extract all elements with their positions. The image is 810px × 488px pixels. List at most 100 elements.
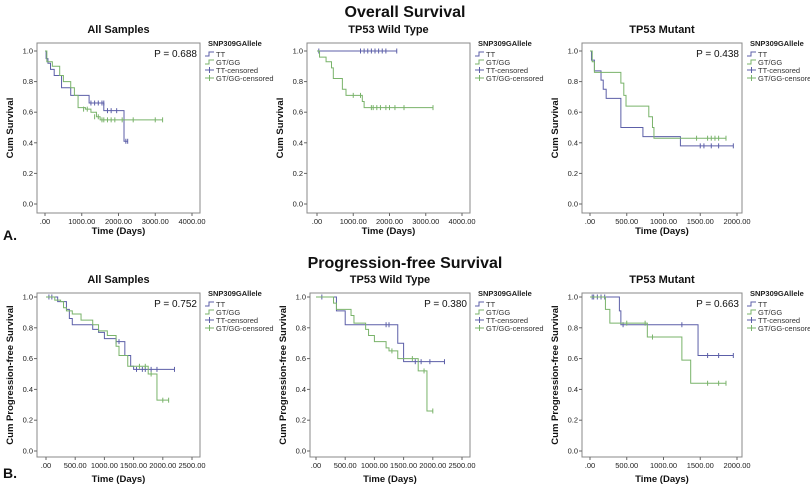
x-tick-label: 1500.00 xyxy=(687,217,714,226)
legend-item: GT/GG-censored xyxy=(758,324,810,333)
legend-item: TT-censored xyxy=(486,316,528,325)
survival-curve-gt-gg xyxy=(590,296,726,384)
plot-frame xyxy=(36,42,201,214)
legend-censor-icon xyxy=(205,325,214,331)
legend-item: TT-censored xyxy=(758,66,800,75)
y-tick-label: 1.0 xyxy=(568,47,578,56)
y-tick-label: 1.0 xyxy=(293,47,303,56)
y-tick-label: 0.6 xyxy=(568,108,578,117)
y-tick-label: 0.4 xyxy=(568,385,578,394)
x-tick-label: 2000.00 xyxy=(723,217,750,226)
section-title-pfs: Progression-free Survival xyxy=(308,255,503,272)
legend-title: SNP309GAllele xyxy=(750,289,804,298)
y-tick-label: 0.2 xyxy=(293,169,303,178)
panel-title: TP53 Wild Type xyxy=(350,274,430,286)
y-axis-label: Cum Survival xyxy=(275,98,286,159)
legend-item: GT/GG xyxy=(486,58,510,67)
y-tick-label: 0.0 xyxy=(23,200,33,209)
y-tick-label: 0.4 xyxy=(293,138,303,147)
y-tick-label: 1.0 xyxy=(23,293,33,302)
legend-line-icon xyxy=(205,51,214,57)
x-tick-label: 500.00 xyxy=(615,217,638,226)
panel-letter-b: B. xyxy=(3,465,17,481)
km-panel: TP53 Mutant 0.0 0.2 0.4 0.6 0.8 1.0 .00 500.00 10… xyxy=(550,24,810,237)
legend-line-icon xyxy=(205,309,214,315)
y-tick-label: 0.4 xyxy=(296,385,306,394)
y-tick-label: 0.4 xyxy=(23,385,33,394)
legend-item: GT/GG xyxy=(216,58,240,67)
km-panel: All Samples 0.0 0.2 0.4 0.6 0.8 1.0 .00 500.00 10… xyxy=(5,274,274,485)
plot-frame xyxy=(581,292,743,458)
survival-curve-gt-gg xyxy=(590,50,726,139)
x-tick-label: .00 xyxy=(41,461,51,470)
legend-item: TT-censored xyxy=(216,66,258,75)
survival-curve-tt xyxy=(590,50,734,147)
y-tick-label: 0.6 xyxy=(293,108,303,117)
plot-frame xyxy=(309,292,471,458)
legend-title: SNP309GAllele xyxy=(750,39,804,48)
legend-line-icon xyxy=(205,301,214,307)
legend-line-icon xyxy=(747,59,756,65)
y-tick-label: 0.4 xyxy=(568,138,578,147)
x-tick-label: 500.00 xyxy=(615,461,638,470)
legend-line-icon xyxy=(475,301,484,307)
x-axis-label: Time (Days) xyxy=(635,226,689,237)
x-tick-label: .00 xyxy=(585,461,595,470)
legend-line-icon xyxy=(205,59,214,65)
x-tick-label: 1000.00 xyxy=(650,461,677,470)
survival-curve-gt-gg xyxy=(46,296,169,401)
x-tick-label: 2500.00 xyxy=(178,461,205,470)
x-tick-label: 500.00 xyxy=(334,461,357,470)
legend-item: TT xyxy=(758,50,768,59)
y-axis-label: Cum Progression-free Survival xyxy=(278,305,289,444)
x-tick-label: 2000.00 xyxy=(105,217,132,226)
y-tick-label: 0.0 xyxy=(23,447,33,456)
legend-title: SNP309GAllele xyxy=(208,289,262,298)
plot-frame xyxy=(306,42,471,214)
survival-curve-tt xyxy=(45,50,128,142)
x-tick-label: 1000.00 xyxy=(361,461,388,470)
x-tick-label: .00 xyxy=(40,217,50,226)
x-tick-label: 1500.00 xyxy=(687,461,714,470)
legend-censor-icon xyxy=(475,317,484,323)
y-tick-label: 1.0 xyxy=(296,293,306,302)
p-value: P = 0.752 xyxy=(154,299,197,310)
legend-censor-icon xyxy=(205,75,214,81)
y-tick-label: 0.6 xyxy=(568,354,578,363)
legend-censor-icon xyxy=(747,317,756,323)
y-axis-label: Cum Progression-free Survival xyxy=(5,305,16,444)
y-axis-label: Cum Progression-free Survival xyxy=(550,305,561,444)
x-axis-label: Time (Days) xyxy=(362,226,416,237)
y-axis-label: Cum Survival xyxy=(550,98,561,159)
x-tick-label: 4000.00 xyxy=(448,217,475,226)
legend-line-icon xyxy=(475,309,484,315)
km-panel: TP53 Wild Type 0.0 0.2 0.4 0.6 0.8 1.0 .00 1000.… xyxy=(275,24,544,237)
y-tick-label: 0.2 xyxy=(23,169,33,178)
y-tick-label: 0.4 xyxy=(23,138,33,147)
x-tick-label: 1000.00 xyxy=(91,461,118,470)
panel-title: All Samples xyxy=(87,24,149,36)
y-tick-label: 0.2 xyxy=(296,416,306,425)
x-tick-label: 500.00 xyxy=(64,461,87,470)
panel-title: TP53 Mutant xyxy=(629,274,695,286)
x-axis-label: Time (Days) xyxy=(92,226,146,237)
legend-item: TT xyxy=(216,300,226,309)
y-tick-label: 0.2 xyxy=(568,416,578,425)
survival-curve-tt xyxy=(590,296,734,357)
y-tick-label: 0.8 xyxy=(293,77,303,86)
x-tick-label: 1000.00 xyxy=(650,217,677,226)
legend-item: GT/GG-censored xyxy=(486,74,544,83)
legend-line-icon xyxy=(747,51,756,57)
legend-item: TT-censored xyxy=(486,66,528,75)
y-tick-label: 0.8 xyxy=(296,323,306,332)
panel-title: TP53 Wild Type xyxy=(348,24,428,36)
legend-censor-icon xyxy=(475,67,484,73)
panel-title: All Samples xyxy=(87,274,149,286)
legend-line-icon xyxy=(475,51,484,57)
legend-censor-icon xyxy=(205,67,214,73)
x-tick-label: 2000.00 xyxy=(419,461,446,470)
panel-title: TP53 Mutant xyxy=(629,24,695,36)
legend-item: GT/GG xyxy=(216,308,240,317)
legend-line-icon xyxy=(747,309,756,315)
